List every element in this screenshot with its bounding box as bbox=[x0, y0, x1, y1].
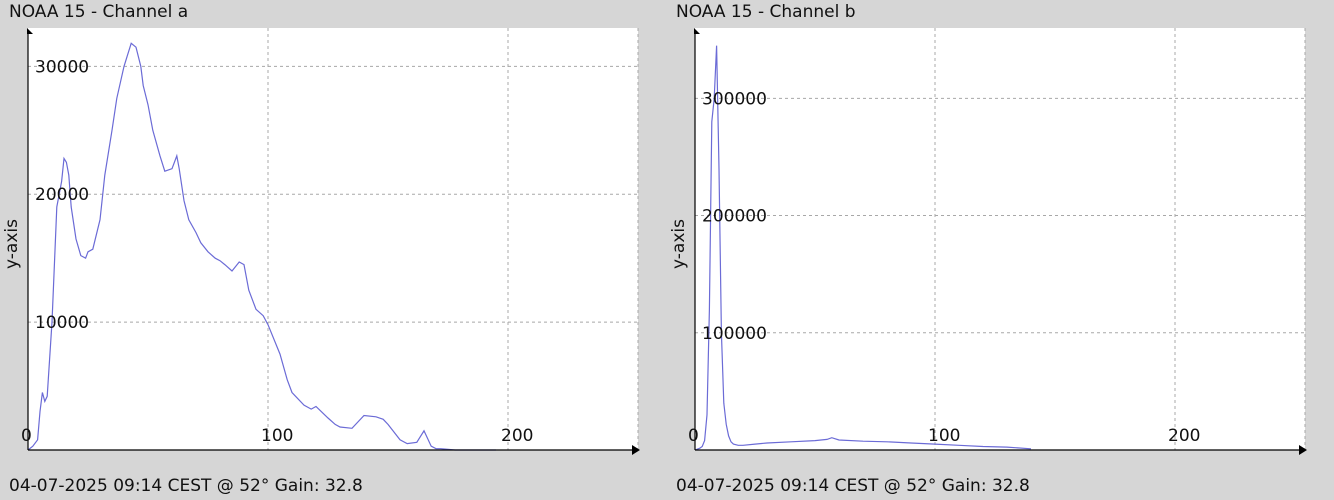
channel-b-plot: 0 100 200 100000 200000 300000 y-axis bbox=[669, 28, 1307, 455]
y-tick-label: 100000 bbox=[702, 324, 767, 344]
x-tick-label: 100 bbox=[928, 426, 960, 446]
y-axis-label: y-axis bbox=[669, 219, 689, 269]
y-axis-arrow bbox=[694, 28, 700, 34]
x-tick-label: 100 bbox=[261, 426, 293, 446]
x-tick-label: 200 bbox=[501, 426, 533, 446]
chart-title: NOAA 15 - Channel b bbox=[676, 2, 856, 22]
plot-area bbox=[28, 28, 638, 450]
x-tick-label: 0 bbox=[21, 426, 32, 446]
y-tick-label: 20000 bbox=[35, 185, 89, 205]
chart-title: NOAA 15 - Channel a bbox=[9, 2, 189, 22]
channel-b-panel: NOAA 15 - Channel b 0 100 200 100000 200000 3… bbox=[667, 0, 1334, 500]
y-axis-label: y-axis bbox=[2, 219, 22, 269]
y-axis-arrow bbox=[27, 28, 33, 34]
chart-footer: 04-07-2025 09:14 CEST @ 52° Gain: 32.8 bbox=[676, 476, 1030, 496]
series-line bbox=[27, 42, 496, 451]
channel-a-plot: 0 100 200 10000 20000 30000 y-axis bbox=[2, 28, 640, 455]
plot-area bbox=[695, 28, 1305, 450]
x-tick-label: 0 bbox=[688, 426, 699, 446]
x-axis-arrow bbox=[1299, 445, 1307, 455]
series-line bbox=[694, 45, 1032, 451]
x-tick-label: 200 bbox=[1168, 426, 1200, 446]
y-tick-label: 200000 bbox=[702, 207, 767, 227]
channel-a-panel: NOAA 15 - Channel a 0 100 200 10000 20000 300… bbox=[2, 2, 640, 496]
y-tick-label: 10000 bbox=[35, 313, 89, 333]
chart-footer: 04-07-2025 09:14 CEST @ 52° Gain: 32.8 bbox=[9, 476, 363, 496]
y-tick-label: 300000 bbox=[702, 89, 767, 109]
y-tick-label: 30000 bbox=[35, 57, 89, 77]
x-axis-arrow bbox=[632, 445, 640, 455]
